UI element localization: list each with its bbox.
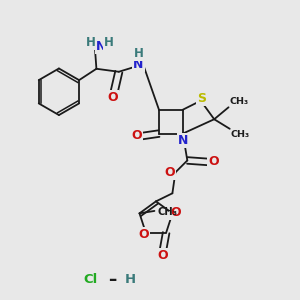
Text: O: O: [138, 228, 149, 241]
Text: CH₃: CH₃: [158, 206, 177, 217]
Text: Cl: Cl: [83, 273, 98, 286]
Text: N: N: [96, 40, 106, 53]
Text: O: O: [208, 154, 219, 167]
Text: H: H: [134, 47, 143, 60]
Text: S: S: [197, 92, 206, 105]
Text: O: O: [132, 130, 142, 142]
Text: CH₃: CH₃: [230, 98, 249, 106]
Text: N: N: [133, 58, 144, 71]
Text: H: H: [85, 36, 95, 49]
Text: O: O: [157, 249, 168, 262]
Text: O: O: [165, 166, 175, 179]
Text: N: N: [178, 134, 188, 147]
Text: H: H: [125, 273, 136, 286]
Text: O: O: [170, 206, 181, 219]
Text: –: –: [109, 271, 117, 289]
Text: H: H: [103, 36, 113, 49]
Text: O: O: [108, 91, 118, 104]
Text: CH₃: CH₃: [231, 130, 250, 139]
